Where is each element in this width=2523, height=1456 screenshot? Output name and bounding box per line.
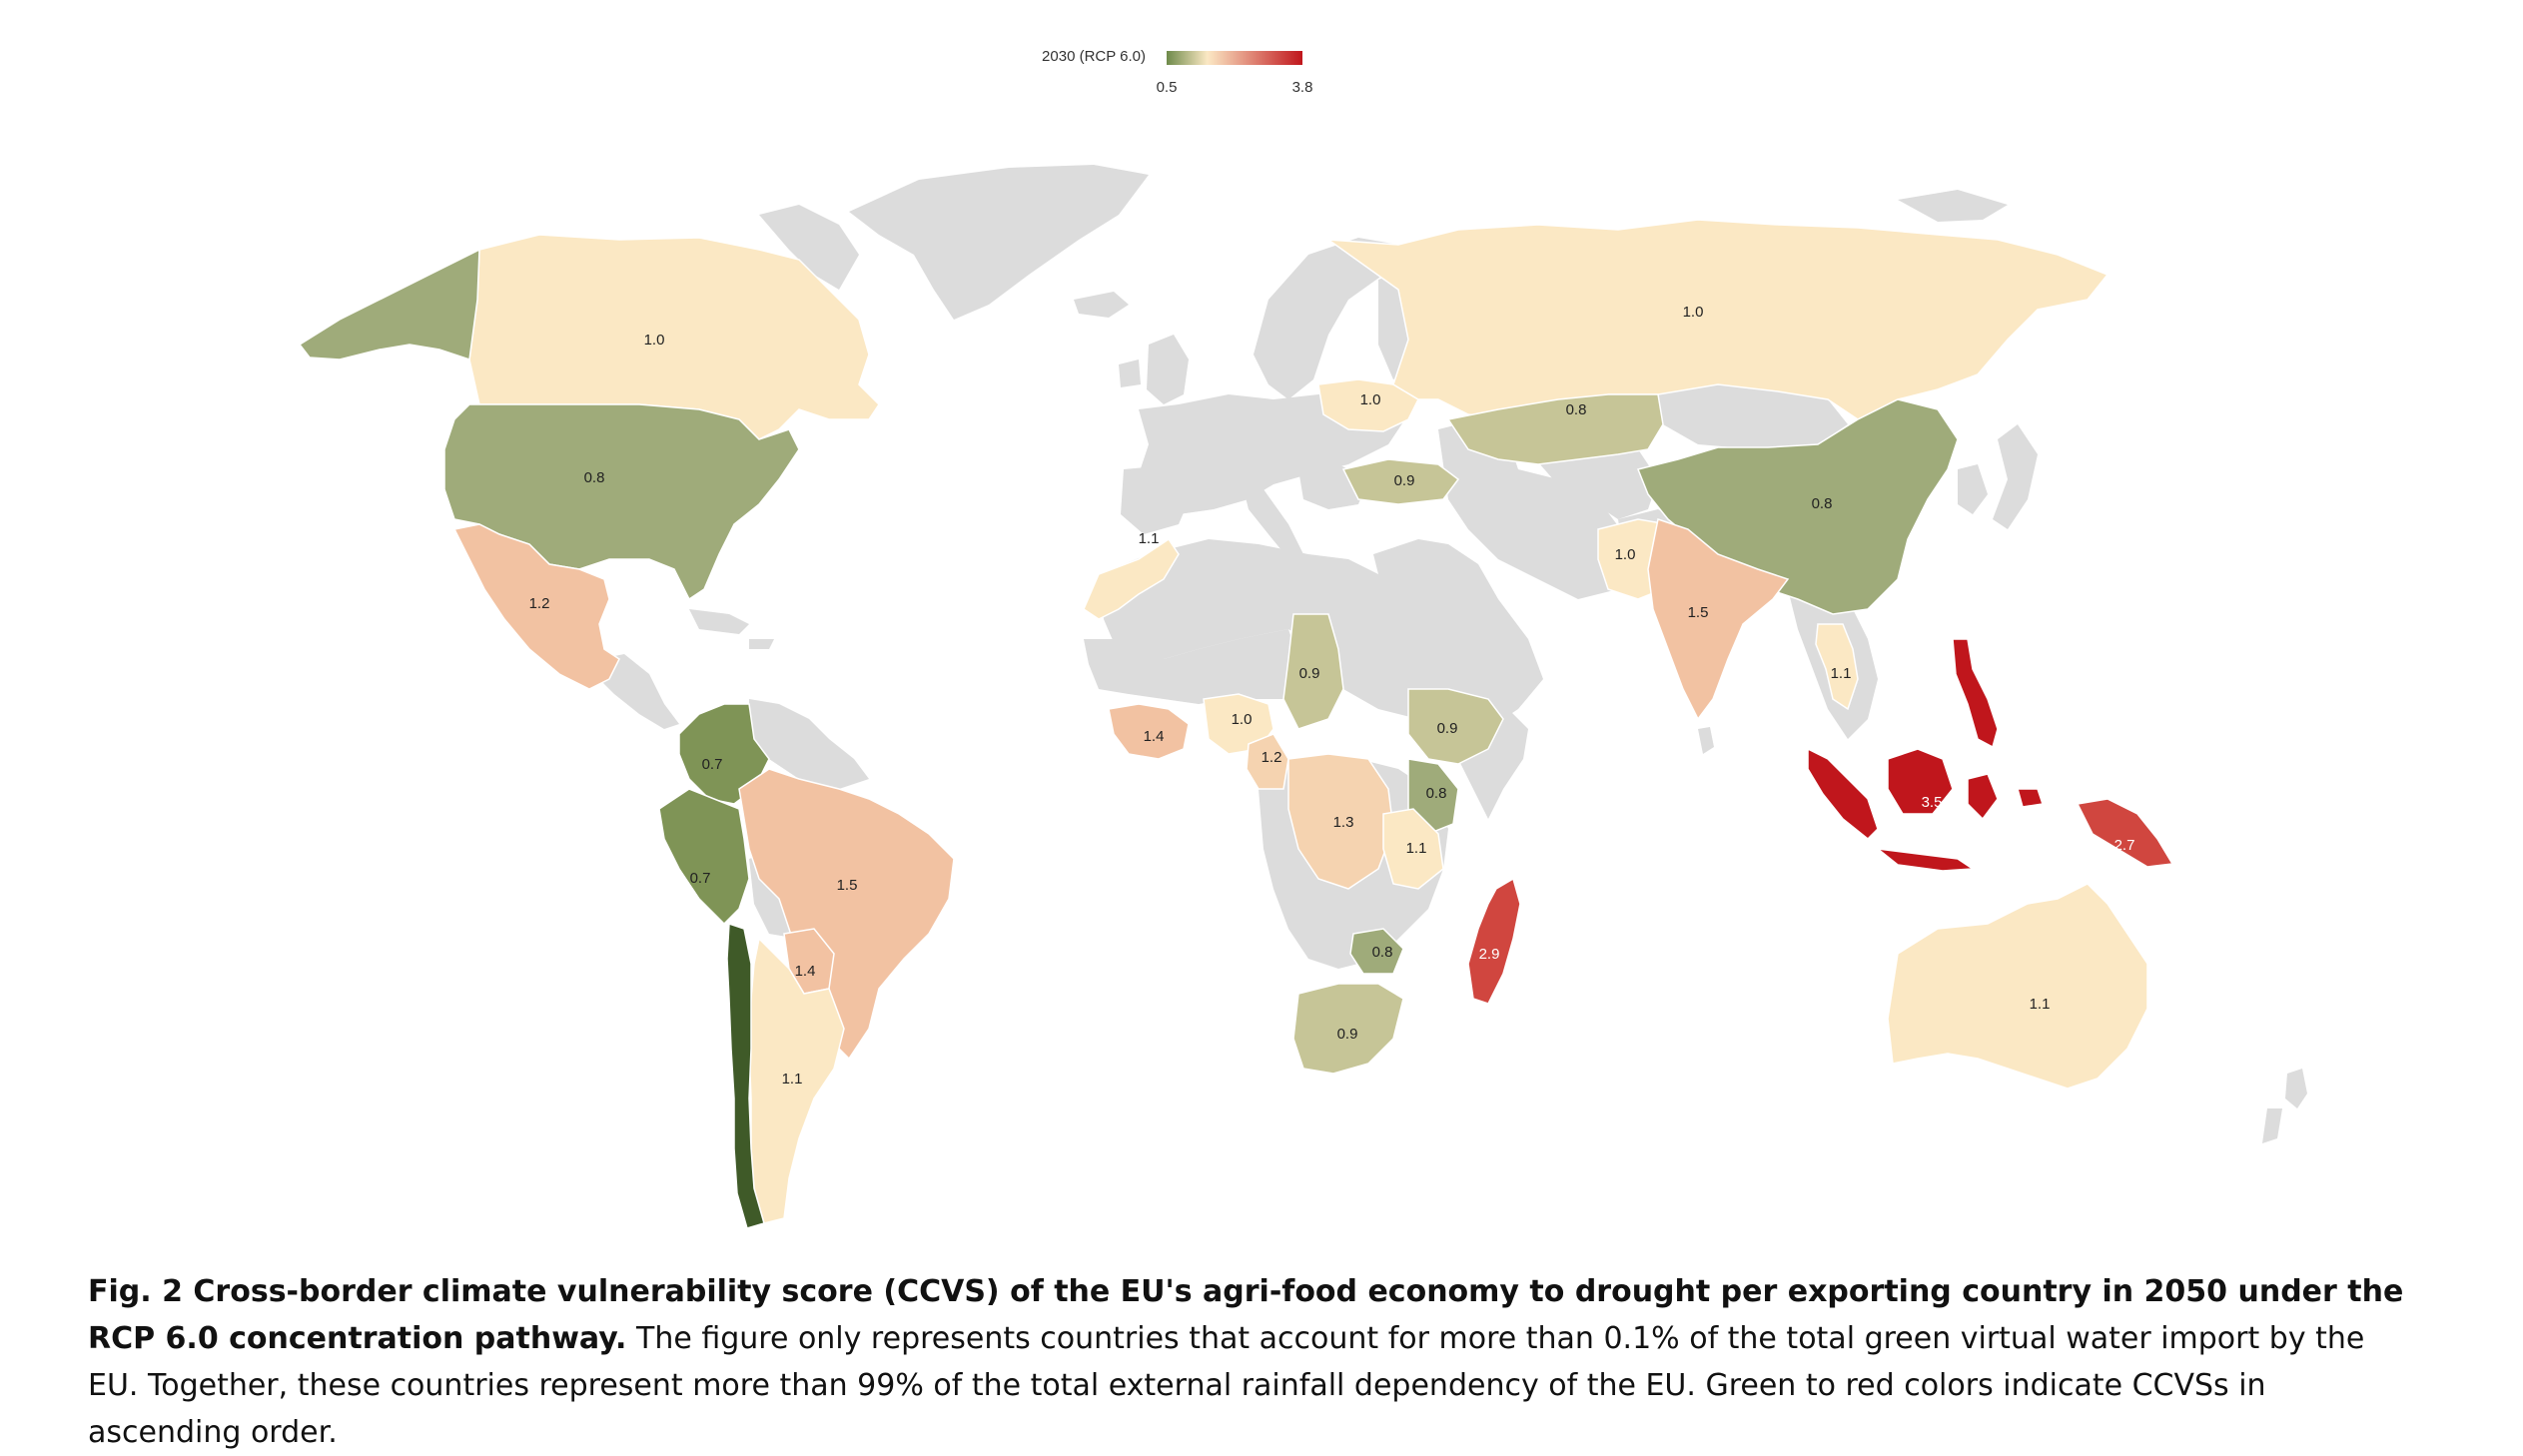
iberia: [1121, 464, 1194, 534]
scandinavia: [1254, 238, 1398, 399]
korea-japan: [1958, 424, 2038, 529]
label-drc: 1.3: [1333, 814, 1354, 831]
country-alaska: [298, 248, 480, 361]
country-mexico: [452, 523, 620, 690]
label-india: 1.5: [1688, 604, 1709, 621]
country-kenya: [1407, 758, 1459, 835]
label-morocco: 1.1: [1139, 530, 1160, 547]
italy-balkans: [1244, 464, 1368, 561]
label-china: 0.8: [1812, 495, 1833, 512]
country-turkey: [1341, 458, 1460, 505]
label-canada: 1.0: [644, 332, 665, 349]
label-kazakhstan: 0.8: [1566, 401, 1587, 418]
label-brazil: 1.5: [837, 877, 858, 894]
label-madagascar: 2.9: [1479, 946, 1500, 963]
figure-caption: Fig. 2 Cross-border climate vulnerabilit…: [88, 1268, 2415, 1456]
country-madagascar: [1467, 877, 1521, 1005]
label-nigeria: 1.0: [1232, 711, 1253, 728]
country-chile: [726, 922, 765, 1229]
world-map: 2030 (RCP 6.0) 0.5 3.8: [298, 48, 2307, 1229]
country-ethiopia: [1407, 688, 1504, 765]
label-peru: 0.7: [690, 870, 711, 887]
label-tanzania: 1.1: [1406, 840, 1427, 857]
legend-max-label: 3.8: [1292, 79, 1313, 96]
iceland: [1074, 292, 1129, 318]
uk-ireland: [1119, 335, 1189, 404]
label-turkey: 0.9: [1394, 472, 1415, 489]
mongolia: [1658, 384, 1848, 449]
arctic-canada: [759, 205, 859, 290]
label-russia: 1.0: [1683, 304, 1704, 321]
label-pakistan: 1.0: [1615, 546, 1636, 563]
legend-min-label: 0.5: [1157, 79, 1178, 96]
middle-east: [1373, 539, 1543, 729]
legend-color-bar: [1167, 51, 1302, 65]
caucasus-iran: [1438, 419, 1628, 599]
greenland: [849, 165, 1149, 320]
country-morocco: [1083, 537, 1180, 620]
figure: 2030 (RCP 6.0) 0.5 3.8: [88, 48, 2403, 1450]
label-south-africa: 0.9: [1337, 1026, 1358, 1043]
caption-title: Fig. 2 Cross-border climate vulnerabilit…: [88, 1274, 2404, 1356]
label-ukraine: 1.0: [1360, 391, 1381, 408]
country-india: [1647, 518, 1790, 721]
country-ukraine: [1317, 378, 1419, 432]
label-paraguay: 1.4: [795, 963, 816, 980]
label-colombia: 0.7: [702, 756, 723, 773]
legend-title: 2030 (RCP 6.0): [1042, 48, 1146, 65]
country-thailand: [1815, 623, 1859, 711]
country-chad: [1282, 613, 1344, 730]
country-south-africa: [1292, 983, 1404, 1075]
northern-south-america: [749, 699, 869, 789]
country-papua-new-guinea: [2076, 798, 2174, 868]
country-cameroon: [1246, 733, 1289, 790]
caption-body: The figure only represents countries tha…: [88, 1321, 2365, 1450]
label-mexico: 1.2: [529, 595, 550, 612]
country-usa: [443, 403, 800, 601]
label-zimbabwe: 0.8: [1372, 944, 1393, 961]
valued-countries: [298, 219, 2174, 1229]
country-indonesia: [1807, 747, 2044, 872]
label-chad: 0.9: [1299, 665, 1320, 682]
east-russia-siberia-grey: [1898, 190, 2008, 222]
label-indonesia: 3.5: [1922, 794, 1943, 811]
country-cote-divoire: [1108, 703, 1190, 760]
country-brazil: [738, 768, 955, 1061]
country-philippines: [1952, 638, 1999, 749]
value-labels: 1.0 0.8 1.2 0.7 0.7 1.5 1.4 1.1 1.1 0.9 …: [529, 304, 2135, 1088]
country-peru: [658, 788, 750, 926]
label-ethiopia: 0.9: [1437, 720, 1458, 737]
country-zimbabwe: [1349, 928, 1404, 975]
label-thailand: 1.1: [1831, 665, 1852, 682]
label-papua-new-guinea: 2.7: [2114, 837, 2135, 854]
label-argentina: 1.1: [782, 1071, 803, 1088]
west-sahel: [1084, 629, 1298, 704]
north-africa: [1099, 539, 1448, 719]
label-cote-divoire: 1.4: [1144, 728, 1165, 745]
country-drc: [1287, 753, 1394, 890]
country-kazakhstan: [1446, 393, 1664, 465]
country-tanzania: [1382, 808, 1444, 890]
sri-lanka: [1698, 727, 1714, 754]
legend: 2030 (RCP 6.0) 0.5 3.8: [1042, 48, 1312, 96]
label-kenya: 0.8: [1426, 785, 1447, 802]
label-cameroon: 1.2: [1262, 749, 1282, 766]
new-zealand: [2262, 1069, 2307, 1143]
country-australia: [1887, 883, 2148, 1090]
caribbean: [689, 609, 774, 649]
country-russia: [1325, 219, 2109, 420]
label-australia: 1.1: [2030, 996, 2051, 1013]
central-america: [599, 654, 679, 729]
label-usa: 0.8: [584, 469, 605, 486]
